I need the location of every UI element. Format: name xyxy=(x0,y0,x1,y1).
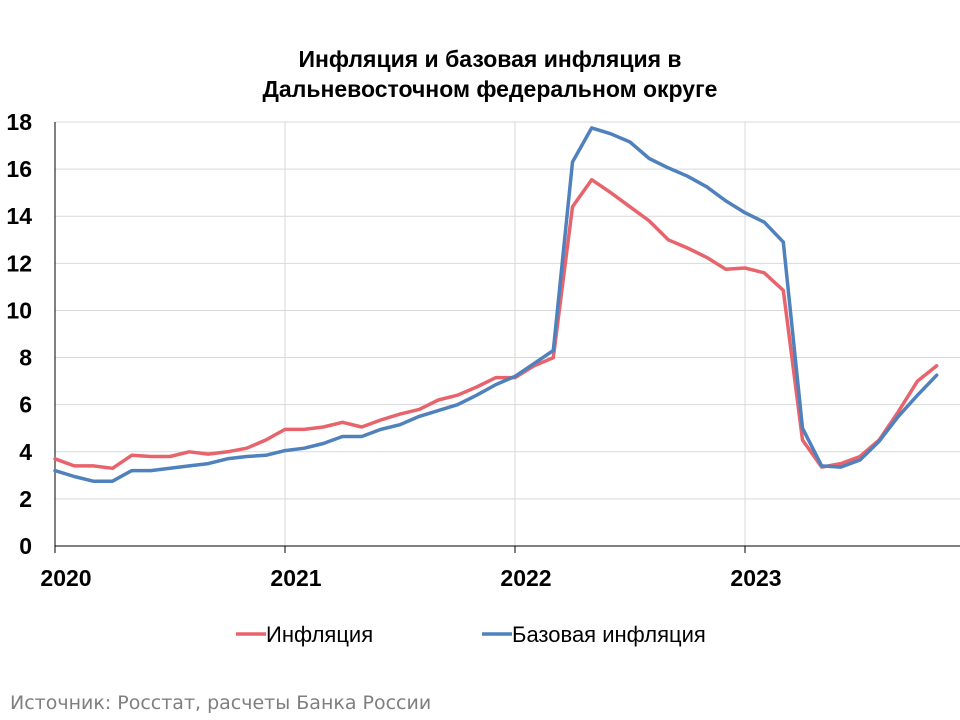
y-tick-label: 2 xyxy=(19,486,32,512)
series-line-2 xyxy=(53,126,939,483)
source-note: Источник: Росстат, расчеты Банка России xyxy=(10,692,432,714)
y-tick-label: 6 xyxy=(19,392,32,418)
y-tick-label: 8 xyxy=(19,345,32,371)
y-tick-label: 12 xyxy=(6,250,32,276)
legend-label-1: Инфляция xyxy=(266,622,373,647)
x-tick-label: 2023 xyxy=(730,565,781,591)
legend-label-2: Базовая инфляция xyxy=(512,622,706,647)
y-tick-label: 16 xyxy=(6,156,32,182)
y-tick-label: 4 xyxy=(19,439,32,465)
x-tick-label: 2020 xyxy=(40,565,91,591)
x-tick-label: 2021 xyxy=(270,565,321,591)
y-tick-label: 10 xyxy=(6,297,32,323)
chart-title: Инфляция и базовая инфляция в Дальневост… xyxy=(0,44,960,104)
y-tick-label: 14 xyxy=(6,203,32,229)
chart-title-line2: Дальневосточном федеральном округе xyxy=(262,76,718,102)
y-tick-label: 18 xyxy=(6,109,32,135)
chart-title-line1: Инфляция и базовая инфляция в xyxy=(298,46,682,72)
y-tick-label: 0 xyxy=(19,533,32,559)
series-line-1 xyxy=(53,177,939,471)
x-tick-label: 2022 xyxy=(500,565,551,591)
